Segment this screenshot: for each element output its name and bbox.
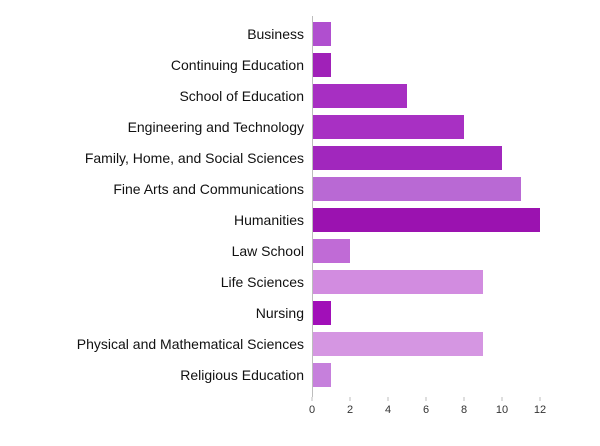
bar-6 (312, 208, 540, 232)
bar-11 (312, 363, 331, 387)
x-axis-group: 0 2 4 6 8 10 12 (309, 397, 546, 416)
bar-4 (312, 146, 502, 170)
bar-1 (312, 53, 331, 77)
category-label: Law School (232, 243, 304, 259)
category-label: School of Education (179, 88, 304, 104)
bar-7 (312, 239, 350, 263)
category-label: Nursing (256, 305, 304, 321)
x-tick-label: 12 (534, 404, 546, 416)
category-labels-group: Business Continuing Education School of Ed… (77, 26, 304, 383)
category-label: Humanities (234, 212, 304, 228)
category-label: Continuing Education (171, 57, 304, 73)
x-tick-label: 8 (461, 404, 467, 416)
x-tick-label: 6 (423, 404, 429, 416)
x-tick-label: 4 (385, 404, 391, 416)
category-label: Fine Arts and Communications (113, 181, 304, 197)
bar-10 (312, 332, 483, 356)
x-tick-label: 10 (496, 404, 508, 416)
x-tick-label: 2 (347, 404, 353, 416)
bar-8 (312, 270, 483, 294)
category-label: Engineering and Technology (128, 119, 304, 135)
x-tick-label: 0 (309, 404, 315, 416)
bar-5 (312, 177, 521, 201)
category-label: Family, Home, and Social Sciences (85, 150, 304, 166)
bar-2 (312, 84, 407, 108)
category-label: Life Sciences (221, 274, 304, 290)
bars-group (312, 22, 540, 387)
bar-9 (312, 301, 331, 325)
category-label: Business (247, 26, 304, 42)
bar-3 (312, 115, 464, 139)
bar-0 (312, 22, 331, 46)
category-label: Physical and Mathematical Sciences (77, 336, 304, 352)
category-label: Religious Education (180, 367, 304, 383)
